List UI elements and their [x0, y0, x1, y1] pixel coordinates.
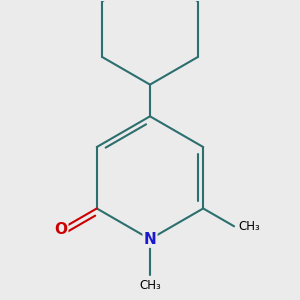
Text: CH₃: CH₃	[139, 279, 161, 292]
Text: N: N	[144, 232, 156, 247]
Text: O: O	[54, 222, 67, 237]
Text: CH₃: CH₃	[238, 220, 260, 233]
